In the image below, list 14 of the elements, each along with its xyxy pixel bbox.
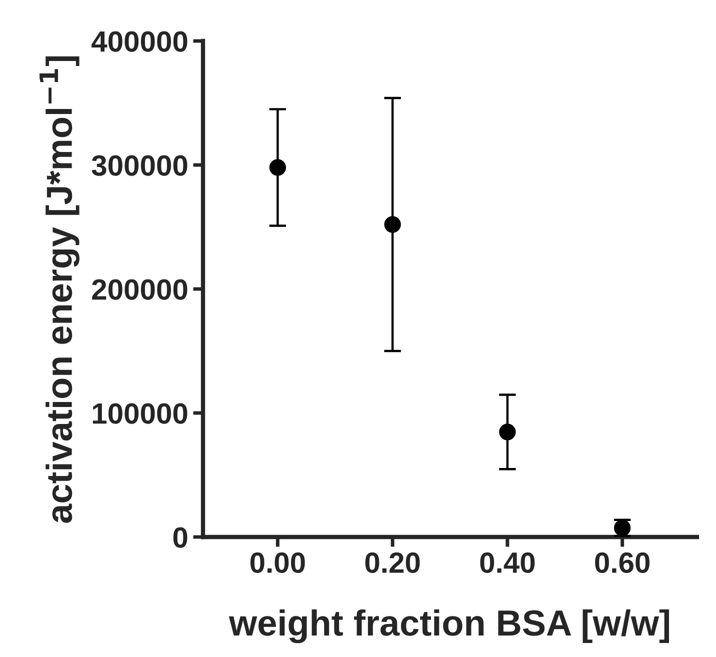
point bbox=[384, 216, 401, 233]
x-tick-label: 0.40 bbox=[480, 552, 535, 574]
x-tick-label: 0.20 bbox=[365, 552, 420, 574]
y-tick-label: 400000 bbox=[92, 31, 188, 52]
x-axis-title: weight fraction BSA [w/w] bbox=[228, 609, 669, 644]
x-tick-label: 0.00 bbox=[250, 552, 305, 574]
y-tick-label: 200000 bbox=[92, 279, 188, 300]
y-tick-label: 100000 bbox=[92, 403, 188, 424]
point bbox=[269, 159, 286, 176]
y-axis-title: activation energy [J*mol$^{−1}$] bbox=[40, 56, 80, 523]
y-tick-label: 300000 bbox=[92, 155, 188, 176]
y-tick-label: 0 bbox=[173, 527, 188, 548]
x-tick-label: 0.60 bbox=[595, 552, 650, 574]
point bbox=[499, 424, 516, 440]
